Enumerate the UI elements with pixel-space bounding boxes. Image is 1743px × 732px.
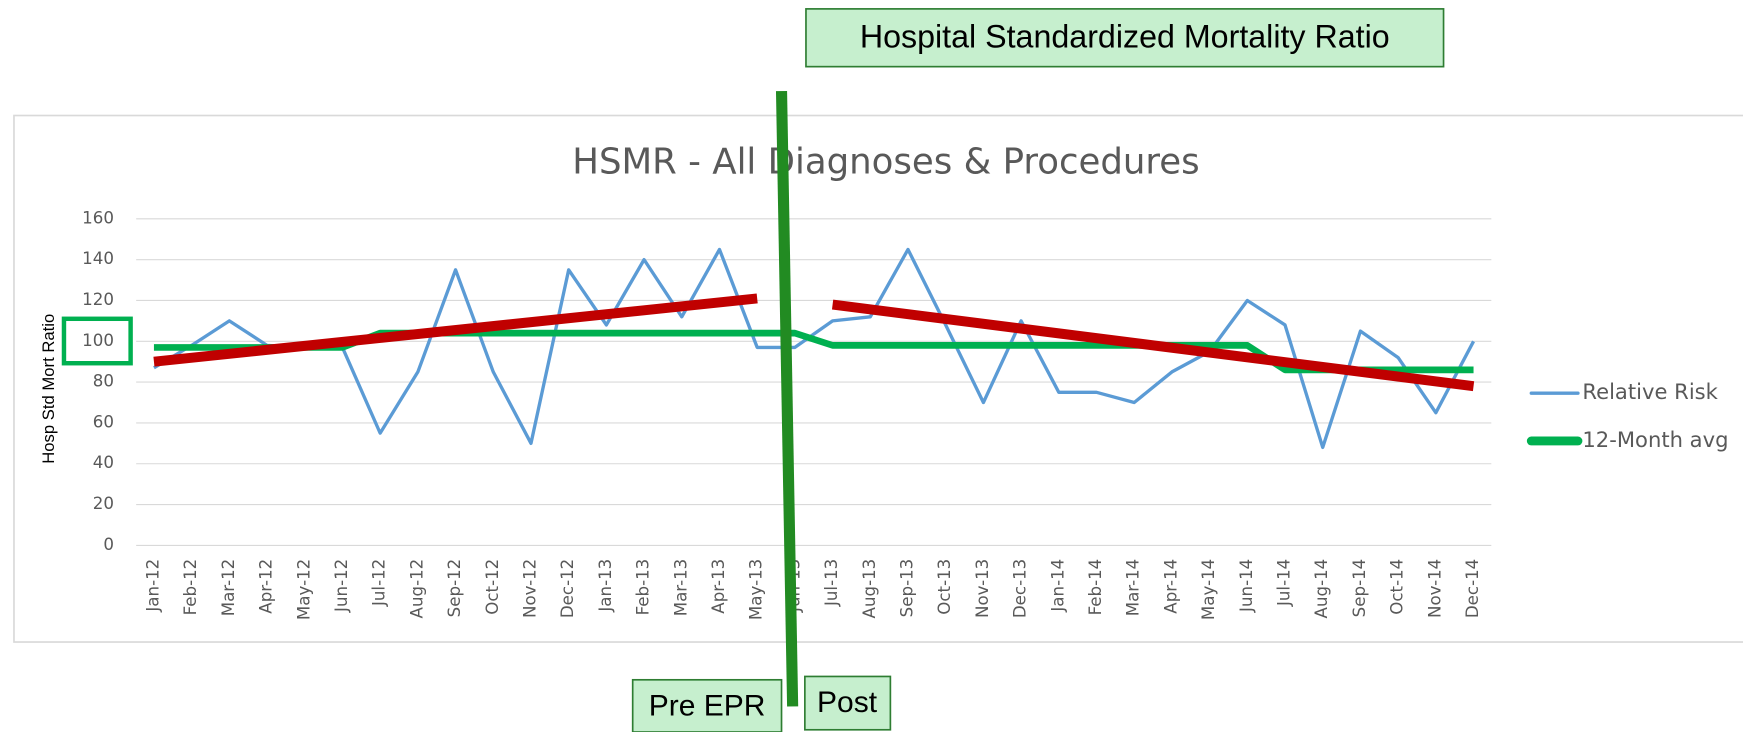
x-tick-label: Jan-12 xyxy=(143,559,162,613)
x-tick-label: Sep-13 xyxy=(897,559,916,618)
x-tick-label: Aug-12 xyxy=(407,559,426,619)
chart-title: HSMR - All Diagnoses & Procedures xyxy=(572,141,1199,182)
x-tick-label: Apr-12 xyxy=(257,559,276,614)
y-tick-label: 60 xyxy=(93,412,114,431)
y-tick-label: 100 xyxy=(82,331,114,350)
y-tick-label: 160 xyxy=(82,208,114,227)
x-tick-label: Nov-14 xyxy=(1425,559,1444,618)
x-tick-label: Mar-13 xyxy=(671,559,690,617)
x-tick-label: Jun-12 xyxy=(332,559,351,613)
x-tick-label: Jun-14 xyxy=(1237,559,1256,613)
x-tick-label: May-12 xyxy=(294,559,313,620)
divider xyxy=(775,90,799,707)
x-tick-label: Nov-12 xyxy=(520,559,539,618)
x-tick-label: Nov-13 xyxy=(973,559,992,618)
trend-line xyxy=(153,293,758,367)
y-tick-label: 120 xyxy=(82,290,114,309)
x-tick-label: May-13 xyxy=(747,559,766,620)
legend-label: Relative Risk xyxy=(1582,379,1718,404)
x-tick-label: Mar-14 xyxy=(1124,559,1143,617)
plot-area: 0 20 40 60 80 100 120 140 160 Jan-12 Feb-12 Mar-12 A… xyxy=(82,208,1492,620)
legend-label: 12-Month avg xyxy=(1582,427,1728,452)
annotation-box xyxy=(805,8,1445,68)
y-tick-label: 140 xyxy=(82,249,114,268)
annotation-box xyxy=(804,675,892,731)
x-tick-label: May-14 xyxy=(1199,559,1218,620)
x-tick-label: Oct-13 xyxy=(935,559,954,615)
x-tick-label: Aug-14 xyxy=(1312,559,1331,619)
x-tick-label: Apr-14 xyxy=(1161,559,1180,614)
x-tick-label: Jul-13 xyxy=(822,559,841,607)
y-tick-label: 20 xyxy=(93,494,114,513)
y-tick-label: 40 xyxy=(93,453,114,472)
y-axis-label: Hosp Std Mort Ratio xyxy=(39,314,58,464)
y-tick-label: 80 xyxy=(93,372,114,391)
annotation: Hospital Standardized Mortality Ratio xyxy=(860,18,1390,54)
annotation: Pre EPR xyxy=(649,689,766,722)
trend-line xyxy=(831,299,1475,392)
x-tick-label: Sep-12 xyxy=(445,559,464,618)
x-tick-label: Jan-14 xyxy=(1048,559,1067,613)
x-tick-label: Apr-13 xyxy=(709,559,728,614)
annotation-box xyxy=(631,678,783,732)
x-tick-label: Dec-14 xyxy=(1463,559,1482,618)
x-tick-label: Oct-14 xyxy=(1388,559,1407,615)
highlight-box xyxy=(61,316,133,366)
x-tick-label: Dec-13 xyxy=(1011,559,1030,618)
x-tick-label: Jul-14 xyxy=(1275,559,1294,607)
x-tick-label: Feb-12 xyxy=(181,559,200,616)
annotation: Post xyxy=(817,686,878,719)
x-tick-label: Feb-13 xyxy=(634,559,653,616)
x-tick-label: Jul-12 xyxy=(370,559,389,607)
x-tick-label: Oct-12 xyxy=(483,559,502,615)
x-tick-label: Dec-12 xyxy=(558,559,577,618)
series-line xyxy=(153,247,1476,450)
x-tick-label: Jan-13 xyxy=(596,559,615,613)
x-tick-label: Sep-14 xyxy=(1350,559,1369,618)
x-tick-label: Aug-13 xyxy=(860,559,879,619)
x-tick-label: Feb-14 xyxy=(1086,559,1105,616)
y-tick-label: 0 xyxy=(103,535,114,554)
x-tick-label: Mar-12 xyxy=(219,559,238,617)
